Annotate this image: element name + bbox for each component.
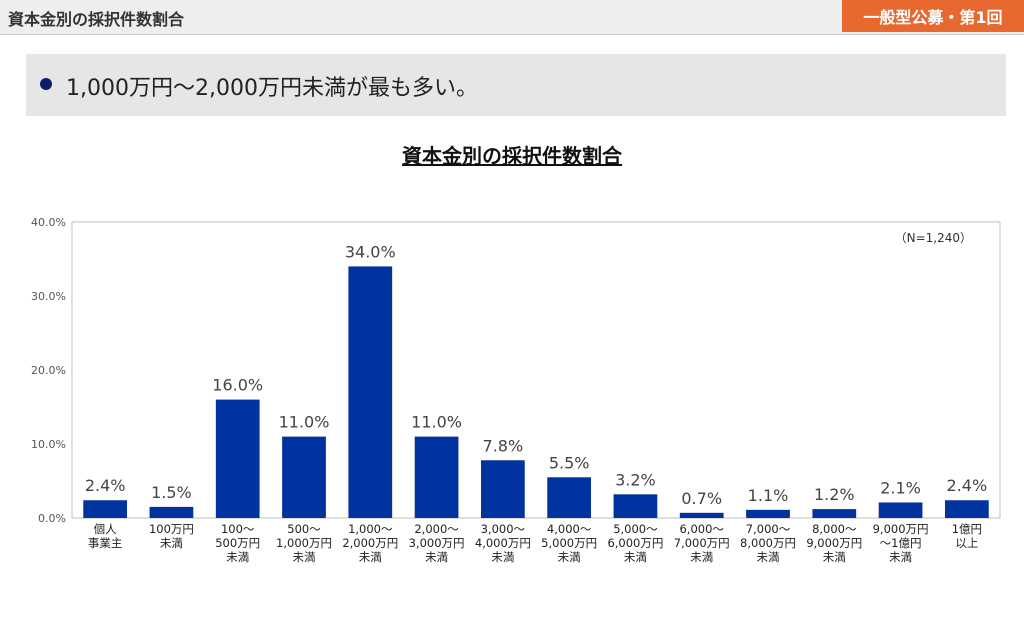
bar-value-label: 0.7% (681, 489, 722, 508)
category-label: 1,000万円 (276, 536, 332, 550)
bar (215, 399, 260, 518)
category-label: 未満 (226, 550, 249, 564)
category-label: 4,000万円 (475, 536, 531, 550)
summary-box: 1,000万円〜2,000万円未満が最も多い。 (26, 54, 1006, 116)
category-label: 8,000万円 (740, 536, 796, 550)
category-label: 100万円 (149, 522, 194, 536)
category-label: 以上 (955, 536, 978, 550)
category-label: 1億円 (952, 522, 982, 536)
category-label: 〜1億円 (880, 536, 922, 550)
category-label: 9,000万円 (806, 536, 862, 550)
sample-size-note: （N=1,240） (895, 231, 972, 245)
bar-value-label: 16.0% (212, 376, 263, 395)
header-bar: 資本金別の採択件数割合 一般型公募・第1回 (0, 0, 1024, 35)
bar (679, 512, 724, 518)
category-label: 8,000〜 (812, 522, 857, 536)
category-label: 未満 (425, 550, 448, 564)
category-label: 2,000〜 (414, 522, 459, 536)
category-label: 未満 (558, 550, 581, 564)
bar-value-label: 1.2% (814, 485, 855, 504)
category-label: 100〜 (221, 522, 255, 536)
y-tick-label: 30.0% (31, 290, 66, 303)
section-badge: 一般型公募・第1回 (842, 0, 1024, 32)
plot-frame (71, 221, 1001, 519)
summary-text: 1,000万円〜2,000万円未満が最も多い。 (66, 76, 478, 101)
bar-value-label: 3.2% (615, 470, 656, 489)
category-label: 500〜 (287, 522, 321, 536)
bar (480, 460, 525, 518)
category-label: 1,000〜 (348, 522, 393, 536)
bar (282, 436, 326, 518)
bar-value-label: 1.5% (151, 483, 192, 502)
category-label: 7,000万円 (674, 536, 730, 550)
bar (348, 266, 393, 518)
bar (613, 494, 658, 518)
category-label: 2,000万円 (342, 536, 398, 550)
bar-value-label: 7.8% (483, 436, 524, 455)
category-label: 6,000〜 (679, 522, 724, 536)
category-label: 事業主 (88, 536, 123, 550)
category-label: 未満 (889, 550, 912, 564)
bar-value-label: 2.4% (85, 476, 126, 495)
category-label: 未満 (690, 550, 713, 564)
category-label: 個人 (94, 522, 117, 536)
category-label: 5,000〜 (613, 522, 658, 536)
bar (149, 506, 194, 518)
category-label: 未満 (293, 550, 316, 564)
category-label: 3,000万円 (409, 536, 465, 550)
chart-title: 資本金別の採択件数割合 (0, 140, 1024, 169)
category-label: 7,000〜 (746, 522, 791, 536)
y-tick-label: 0.0% (38, 512, 66, 525)
bullet-icon (40, 78, 52, 90)
bar-value-label: 2.1% (880, 478, 921, 497)
bar (83, 500, 128, 518)
bar (944, 500, 989, 518)
category-label: 未満 (757, 550, 780, 564)
category-label: 5,000万円 (541, 536, 597, 550)
y-tick-label: 10.0% (31, 438, 66, 451)
category-label: 3,000〜 (481, 522, 526, 536)
category-label: 未満 (491, 550, 514, 564)
bar-value-label: 11.0% (411, 413, 462, 432)
category-label: 500万円 (215, 536, 260, 550)
y-tick-label: 40.0% (31, 216, 66, 229)
category-label: 未満 (359, 550, 382, 564)
category-label: 未満 (624, 550, 647, 564)
bar (414, 436, 459, 518)
bar (746, 509, 790, 518)
category-label: 4,000〜 (547, 522, 592, 536)
bar-value-label: 34.0% (345, 242, 396, 261)
chart-title-text: 資本金別の採択件数割合 (402, 144, 622, 168)
bar-value-label: 11.0% (279, 413, 330, 432)
category-label: 未満 (823, 550, 846, 564)
bar-value-label: 5.5% (549, 453, 590, 472)
bar-value-label: 2.4% (947, 476, 988, 495)
category-label: 未満 (160, 536, 183, 550)
bar (547, 477, 592, 518)
page-title: 資本金別の採択件数割合 (8, 10, 185, 29)
y-tick-label: 20.0% (31, 364, 66, 377)
bar (812, 509, 857, 518)
bar (878, 502, 923, 518)
category-label: 6,000万円 (607, 536, 663, 550)
bar-value-label: 1.1% (748, 486, 789, 505)
category-label: 9,000万円 (873, 522, 929, 536)
